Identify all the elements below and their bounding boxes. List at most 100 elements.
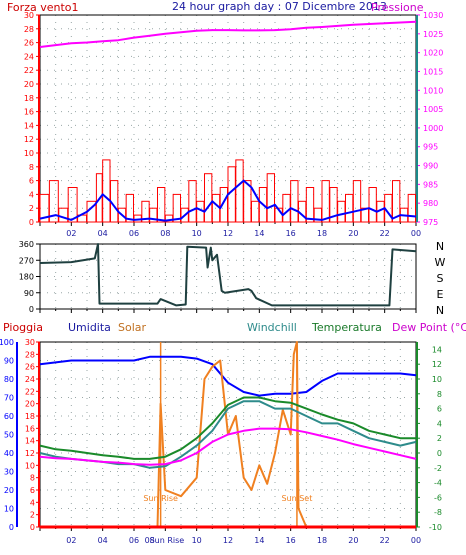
compass-label: S bbox=[437, 272, 444, 285]
series-umidita bbox=[39, 355, 417, 397]
label-dew-point: Dew Point (°C) bbox=[392, 321, 466, 334]
x-tick-label: 18 bbox=[317, 536, 327, 545]
y-tick-label: 4 bbox=[30, 498, 35, 507]
series-pressione bbox=[39, 20, 417, 48]
y-tick-label: 30 bbox=[24, 11, 34, 20]
compass-label: N bbox=[436, 304, 444, 317]
x-tick-label: 04 bbox=[98, 536, 108, 545]
y-tick-label: 28 bbox=[25, 350, 35, 359]
y-tick-label: 0 bbox=[30, 523, 35, 532]
y-tick-label: 70 bbox=[4, 394, 14, 403]
y-tick-label: 24 bbox=[24, 52, 34, 61]
y-tick-label: 18 bbox=[24, 94, 34, 103]
y-tick-label: 8 bbox=[30, 474, 35, 483]
series-wind-direction bbox=[39, 243, 417, 307]
x-tick-label: 02 bbox=[66, 536, 76, 545]
y-tick-label: 2 bbox=[29, 204, 34, 213]
gust-mark bbox=[172, 193, 182, 223]
compass-label: W bbox=[435, 256, 446, 269]
y-tick-label: 10 bbox=[4, 505, 14, 514]
y-tick-label: 2 bbox=[437, 434, 442, 443]
gust-mark bbox=[392, 180, 401, 223]
x-tick-label: 12 bbox=[223, 536, 233, 545]
y-tick-label: 10 bbox=[24, 149, 34, 158]
gust-mark bbox=[141, 200, 150, 223]
gust-mark bbox=[352, 180, 362, 223]
y-tick-label: -6 bbox=[434, 493, 442, 502]
y-tick-label: 1015 bbox=[423, 67, 443, 76]
y-tick-label: 270 bbox=[19, 256, 34, 265]
x-tick-label: 00 bbox=[411, 536, 421, 545]
gust-mark bbox=[407, 193, 416, 223]
y-tick-label: 40 bbox=[4, 449, 14, 458]
y-tick-label: 90 bbox=[4, 357, 14, 366]
gust-mark bbox=[125, 193, 134, 223]
y-tick-label: 12 bbox=[432, 360, 442, 369]
y-tick-label: 24 bbox=[25, 375, 35, 384]
label-solar: Solar bbox=[118, 321, 147, 334]
x-tick-label: 04 bbox=[98, 229, 108, 238]
y-tick-label: 14 bbox=[432, 345, 442, 354]
y-tick-label: 22 bbox=[25, 387, 35, 396]
y-tick-label: 18 bbox=[25, 412, 35, 421]
header-center-title: 24 hour graph day : 07 Dicembre 2013 bbox=[172, 0, 387, 13]
y-tick-label: 1010 bbox=[423, 86, 443, 95]
y-tick-label: 1005 bbox=[423, 105, 443, 114]
x-tick-label: 08 bbox=[160, 229, 170, 238]
y-tick-label: -8 bbox=[434, 508, 442, 517]
y-tick-label: 360 bbox=[19, 240, 34, 249]
x-tick-label: 10 bbox=[192, 229, 202, 238]
y-tick-label: 980 bbox=[423, 199, 438, 208]
y-tick-label: 975 bbox=[423, 218, 438, 227]
gust-mark bbox=[67, 187, 78, 223]
gust-mark bbox=[39, 193, 50, 223]
sun-marker-label: Sun Set bbox=[281, 494, 312, 503]
y-tick-label: 16 bbox=[24, 108, 34, 117]
x-tick-label: 00 bbox=[411, 229, 421, 238]
x-tick-label: 12 bbox=[223, 229, 233, 238]
y-tick-label: 20 bbox=[4, 486, 14, 495]
y-tick-label: 0 bbox=[29, 305, 34, 314]
y-tick-label: 6 bbox=[29, 177, 34, 186]
label-pioggia: Pioggia bbox=[3, 321, 43, 334]
sun-marker-label: Sun Rise bbox=[143, 494, 178, 503]
gust-mark bbox=[305, 187, 315, 223]
y-tick-label: 12 bbox=[25, 449, 35, 458]
gust-mark bbox=[149, 207, 158, 223]
gust-mark bbox=[204, 173, 213, 223]
y-tick-label: 90 bbox=[24, 289, 34, 298]
y-tick-label: 0 bbox=[9, 523, 14, 532]
y-tick-label: 4 bbox=[29, 190, 34, 199]
gust-mark bbox=[266, 173, 275, 223]
series-solar bbox=[40, 341, 416, 528]
gust-mark bbox=[219, 187, 229, 223]
y-tick-label: 20 bbox=[24, 80, 34, 89]
header-right-label: Pressione bbox=[371, 1, 424, 14]
label-temperatura: Temperatura bbox=[311, 321, 382, 334]
x-tick-label: 06 bbox=[129, 536, 139, 545]
y-tick-label: -4 bbox=[434, 479, 442, 488]
x-tick-label: 16 bbox=[286, 229, 296, 238]
y-tick-label: 20 bbox=[25, 400, 35, 409]
x-tick-label: 06 bbox=[129, 229, 139, 238]
y-tick-label: 26 bbox=[25, 363, 35, 372]
gust-mark bbox=[48, 180, 59, 223]
x-tick-label: Sun Rise bbox=[150, 536, 185, 545]
y-tick-label: 990 bbox=[423, 162, 438, 171]
y-tick-label: 100 bbox=[0, 338, 14, 347]
series-forza-vento1 bbox=[39, 179, 417, 222]
x-tick-label: 16 bbox=[286, 536, 296, 545]
y-tick-label: 995 bbox=[423, 143, 438, 152]
y-tick-label: 2 bbox=[30, 511, 35, 520]
y-tick-label: 10 bbox=[25, 461, 35, 470]
y-tick-label: 28 bbox=[24, 25, 34, 34]
y-tick-label: 50 bbox=[4, 431, 14, 440]
gust-mark bbox=[243, 180, 252, 223]
gust-mark bbox=[164, 214, 174, 223]
x-tick-label: 10 bbox=[192, 536, 202, 545]
series-dew-point-c- bbox=[39, 427, 417, 466]
y-tick-label: 1000 bbox=[423, 124, 443, 133]
y-tick-label: 80 bbox=[4, 375, 14, 384]
